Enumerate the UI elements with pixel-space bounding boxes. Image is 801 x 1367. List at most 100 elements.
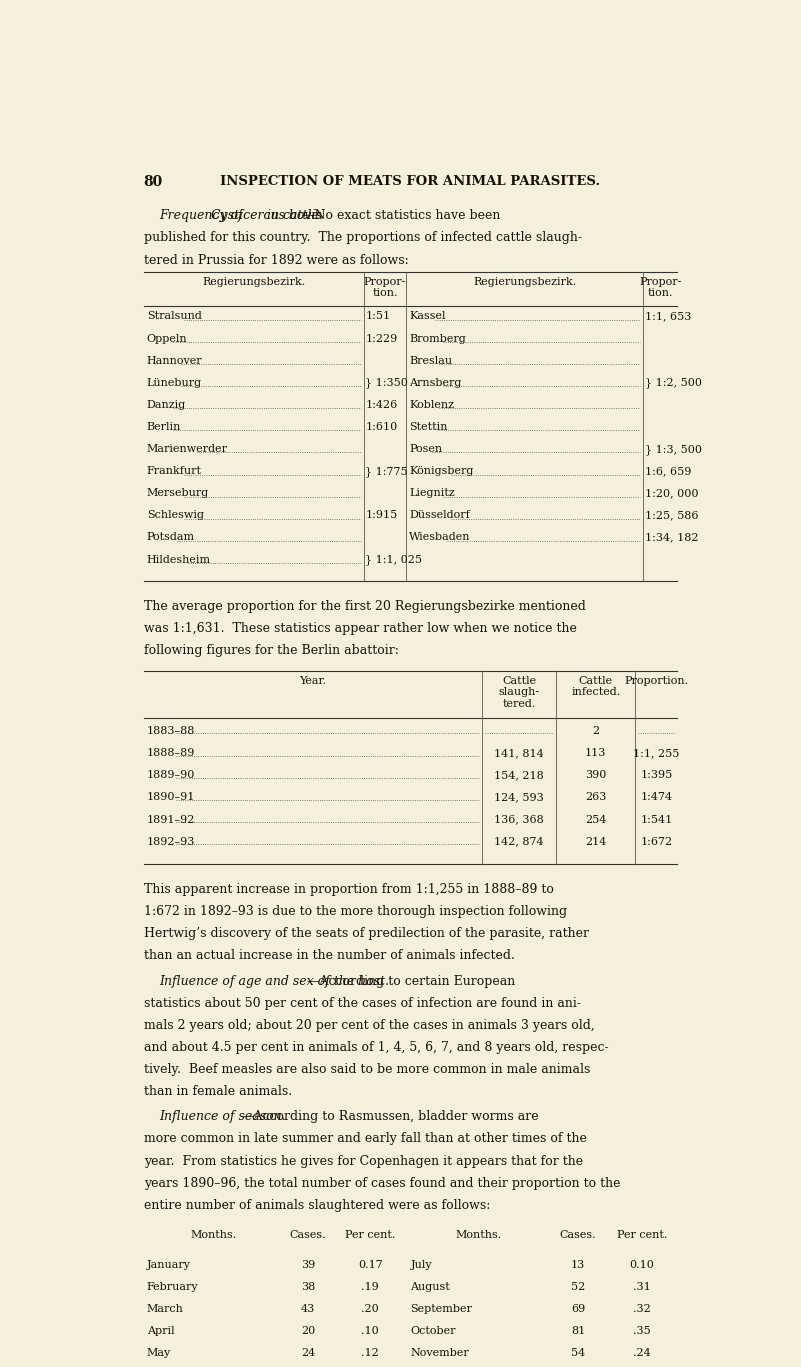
Text: Arnsberg: Arnsberg xyxy=(409,377,461,388)
Text: and about 4.5 per cent in animals of 1, 4, 5, 6, 7, and 8 years old, respec-: and about 4.5 per cent in animals of 1, … xyxy=(143,1040,608,1054)
Text: Stettin: Stettin xyxy=(409,422,448,432)
Text: INSPECTION OF MEATS FOR ANIMAL PARASITES.: INSPECTION OF MEATS FOR ANIMAL PARASITES… xyxy=(220,175,601,187)
Text: Regierungsbezirk.: Regierungsbezirk. xyxy=(202,276,305,287)
Text: 113: 113 xyxy=(585,748,606,759)
Text: Bromberg: Bromberg xyxy=(409,334,466,343)
Text: Hertwig’s discovery of the seats of predilection of the parasite, rather: Hertwig’s discovery of the seats of pred… xyxy=(143,927,589,940)
Text: 81: 81 xyxy=(571,1326,586,1336)
Text: Posen: Posen xyxy=(409,444,442,454)
Text: 1:541: 1:541 xyxy=(640,815,673,824)
Text: Proportion.: Proportion. xyxy=(624,675,688,686)
Text: 52: 52 xyxy=(571,1282,586,1292)
Text: Düsseldorf: Düsseldorf xyxy=(409,510,470,521)
Text: Koblenz: Koblenz xyxy=(409,399,454,410)
Text: } 1:1, 025: } 1:1, 025 xyxy=(365,555,422,566)
Text: Stralsund: Stralsund xyxy=(147,312,202,321)
Text: Cysticercus bovis: Cysticercus bovis xyxy=(211,209,325,223)
Text: Year.: Year. xyxy=(300,675,326,686)
Text: 1883–88: 1883–88 xyxy=(147,726,195,735)
Text: 80: 80 xyxy=(143,175,163,189)
Text: 54: 54 xyxy=(571,1348,586,1359)
Text: 1:672: 1:672 xyxy=(640,837,672,846)
Text: 1888–89: 1888–89 xyxy=(147,748,195,759)
Text: 1889–90: 1889–90 xyxy=(147,771,195,781)
Text: 1:672 in 1892–93 is due to the more thorough inspection following: 1:672 in 1892–93 is due to the more thor… xyxy=(143,905,566,919)
Text: August: August xyxy=(410,1282,450,1292)
Text: Influence of season.: Influence of season. xyxy=(159,1110,286,1124)
Text: Regierungsbezirk.: Regierungsbezirk. xyxy=(473,276,577,287)
Text: 1:610: 1:610 xyxy=(365,422,397,432)
Text: .12: .12 xyxy=(361,1348,379,1359)
Text: entire number of animals slaughtered were as follows:: entire number of animals slaughtered wer… xyxy=(143,1199,490,1211)
Text: 1:395: 1:395 xyxy=(640,771,673,781)
Text: Kassel: Kassel xyxy=(409,312,446,321)
Text: Danzig: Danzig xyxy=(147,399,186,410)
Text: March: March xyxy=(147,1304,183,1314)
Text: } 1:3, 500: } 1:3, 500 xyxy=(645,444,702,455)
Text: October: October xyxy=(410,1326,456,1336)
Text: Königsberg: Königsberg xyxy=(409,466,473,476)
Text: 1:25, 586: 1:25, 586 xyxy=(645,510,698,521)
Text: years 1890–96, the total number of cases found and their proportion to the: years 1890–96, the total number of cases… xyxy=(143,1177,620,1189)
Text: 136, 368: 136, 368 xyxy=(494,815,544,824)
Text: .31: .31 xyxy=(633,1282,650,1292)
Text: .24: .24 xyxy=(633,1348,650,1359)
Text: 38: 38 xyxy=(301,1282,316,1292)
Text: following figures for the Berlin abattoir:: following figures for the Berlin abattoi… xyxy=(143,644,398,658)
Text: 390: 390 xyxy=(585,771,606,781)
Text: Frankfurt: Frankfurt xyxy=(147,466,202,476)
Text: Merseburg: Merseburg xyxy=(147,488,209,498)
Text: 39: 39 xyxy=(301,1260,316,1270)
Text: 1:6, 659: 1:6, 659 xyxy=(645,466,691,476)
Text: .19: .19 xyxy=(361,1282,379,1292)
Text: Breslau: Breslau xyxy=(409,355,453,365)
Text: .20: .20 xyxy=(361,1304,379,1314)
Text: April: April xyxy=(147,1326,175,1336)
Text: Potsdam: Potsdam xyxy=(147,533,195,543)
Text: tively.  Beef measles are also said to be more common in male animals: tively. Beef measles are also said to be… xyxy=(143,1064,590,1076)
Text: January: January xyxy=(147,1260,191,1270)
Text: 24: 24 xyxy=(301,1348,316,1359)
Text: in cattle.: in cattle. xyxy=(267,209,323,223)
Text: 1:34, 182: 1:34, 182 xyxy=(645,533,698,543)
Text: Hannover: Hannover xyxy=(147,355,203,365)
Text: 13: 13 xyxy=(571,1260,586,1270)
Text: 1:1, 255: 1:1, 255 xyxy=(633,748,679,759)
Text: Cases.: Cases. xyxy=(290,1230,326,1240)
Text: Months.: Months. xyxy=(191,1230,236,1240)
Text: Propor-
tion.: Propor- tion. xyxy=(639,276,682,298)
Text: Months.: Months. xyxy=(456,1230,502,1240)
Text: —No exact statistics have been: —No exact statistics have been xyxy=(302,209,501,223)
Text: 1:474: 1:474 xyxy=(640,793,672,802)
Text: 214: 214 xyxy=(585,837,606,846)
Text: } 1:350: } 1:350 xyxy=(365,377,408,388)
Text: Cattle
infected.: Cattle infected. xyxy=(571,675,621,697)
Text: Frequency of: Frequency of xyxy=(159,209,247,223)
Text: 43: 43 xyxy=(301,1304,316,1314)
Text: published for this country.  The proportions of infected cattle slaugh-: published for this country. The proporti… xyxy=(143,231,582,245)
Text: Hildesheim: Hildesheim xyxy=(147,555,211,565)
Text: .35: .35 xyxy=(633,1326,650,1336)
Text: Liegnitz: Liegnitz xyxy=(409,488,455,498)
Text: } 1:2, 500: } 1:2, 500 xyxy=(645,377,702,388)
Text: than an actual increase in the number of animals infected.: than an actual increase in the number of… xyxy=(143,949,514,962)
Text: 20: 20 xyxy=(301,1326,316,1336)
Text: than in female animals.: than in female animals. xyxy=(143,1085,292,1098)
Text: 263: 263 xyxy=(585,793,606,802)
Text: tered in Prussia for 1892 were as follows:: tered in Prussia for 1892 were as follow… xyxy=(143,253,409,267)
Text: statistics about 50 per cent of the cases of infection are found in ani-: statistics about 50 per cent of the case… xyxy=(143,997,581,1010)
Text: 1:51: 1:51 xyxy=(365,312,390,321)
Text: The average proportion for the first 20 Regierungsbezirke mentioned: The average proportion for the first 20 … xyxy=(143,600,586,612)
Text: Cases.: Cases. xyxy=(560,1230,597,1240)
Text: Berlin: Berlin xyxy=(147,422,181,432)
Text: Wiesbaden: Wiesbaden xyxy=(409,533,471,543)
Text: Propor-
tion.: Propor- tion. xyxy=(364,276,406,298)
Text: November: November xyxy=(410,1348,469,1359)
Text: 1:426: 1:426 xyxy=(365,399,397,410)
Text: 1:1, 653: 1:1, 653 xyxy=(645,312,691,321)
Text: year.  From statistics he gives for Copenhagen it appears that for the: year. From statistics he gives for Copen… xyxy=(143,1155,582,1167)
Text: } 1:775: } 1:775 xyxy=(365,466,408,477)
Text: 1:20, 000: 1:20, 000 xyxy=(645,488,698,498)
Text: 141, 814: 141, 814 xyxy=(494,748,544,759)
Text: was 1:1,631.  These statistics appear rather low when we notice the: was 1:1,631. These statistics appear rat… xyxy=(143,622,577,634)
